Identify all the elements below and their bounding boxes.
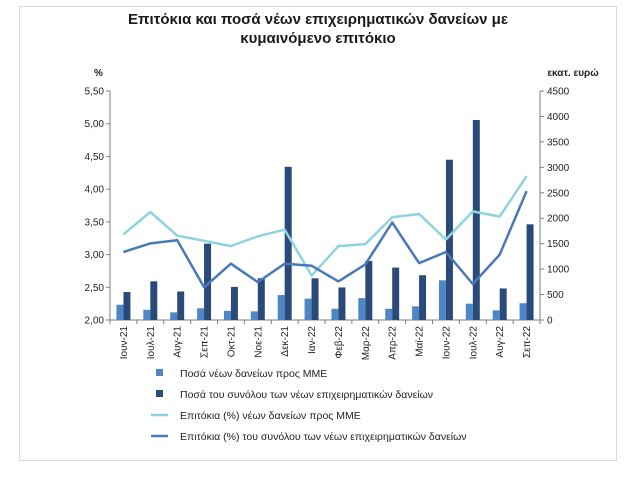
x-tick-label: Φεβ-22 (334, 326, 345, 359)
bar (499, 288, 507, 320)
bar (223, 310, 231, 320)
y-right-tick-label: 3000 (547, 163, 570, 174)
chart-title-line1: Επιτόκια και ποσά νέων επιχειρηματικών δ… (128, 11, 508, 28)
tick-labels: 2,00 2,50 3,00 3,50 4,00 4,50 5,00 5,50 0 500 1000… (85, 87, 570, 361)
y-left-tick-label: 4,50 (85, 152, 105, 163)
legend-swatch (156, 390, 163, 397)
bar (472, 120, 480, 320)
bar (116, 304, 124, 320)
bar (358, 298, 366, 320)
bar (170, 312, 178, 320)
legend-swatch (156, 369, 163, 376)
x-tick-label: Μαρ-22 (361, 326, 372, 361)
legend-entry: Ποσά νέων δανείων προς ΜΜΕ (180, 368, 327, 380)
bar (492, 310, 500, 320)
bar (412, 306, 420, 320)
x-tick-label: Σεπ-22 (522, 326, 533, 358)
y-left-tick-label: 5,00 (85, 119, 105, 130)
x-tick-label: Οκτ-21 (226, 326, 237, 358)
chart-title: Επιτόκια και ποσά νέων επιχειρηματικών δ… (0, 10, 636, 48)
y-right-tick-label: 4000 (547, 112, 570, 123)
y-left-tick-label: 2,00 (85, 316, 105, 327)
bar (445, 159, 453, 320)
bar (150, 281, 158, 320)
bar (385, 308, 393, 320)
x-tick-label: Ιουν-22 (441, 326, 452, 360)
bar (250, 311, 258, 320)
y-right-tick-label: 2500 (547, 188, 570, 199)
x-tick-label: Δεκ-21 (280, 326, 291, 357)
x-tick-label: Σεπ-21 (200, 326, 211, 358)
bar (338, 287, 346, 320)
legend-entry: Επιτόκια (%) νέων δανείων προς ΜΜΕ (180, 410, 361, 422)
y-right-unit-label: εκατ. ευρώ (547, 68, 599, 79)
bar (438, 280, 446, 320)
y-right-tick-label: 3500 (547, 137, 570, 148)
x-tick-label: Ιουν-21 (119, 326, 130, 360)
bar (257, 278, 265, 320)
y-left-tick-label: 5,50 (85, 87, 105, 98)
y-left-tick-label: 3,00 (85, 250, 105, 261)
bar (204, 243, 212, 320)
bars (116, 120, 534, 320)
legend-entry: Επιτόκια (%) του συνόλου των νέων επιχει… (180, 431, 467, 443)
bar (465, 303, 473, 320)
bar (277, 295, 285, 320)
x-tick-label: Νοε-21 (253, 326, 264, 358)
bar (123, 292, 131, 320)
series-line (122, 175, 528, 277)
y-left-tick-label: 4,00 (85, 185, 105, 196)
bar (519, 303, 527, 320)
y-right-tick-label: 4500 (547, 87, 570, 98)
bar (304, 298, 312, 320)
y-right-tick-label: 1500 (547, 239, 570, 250)
bar (311, 278, 319, 320)
bar (197, 308, 205, 320)
y-left-tick-label: 3,50 (85, 217, 105, 228)
series-line (123, 190, 528, 289)
bar (284, 166, 292, 320)
bar (177, 291, 185, 320)
legend: Ποσά νέων δανείων προς ΜΜΕ Ποσά του συνόλ… (151, 368, 467, 443)
y-left-unit-label: % (94, 68, 103, 79)
y-right-tick-label: 500 (547, 290, 564, 301)
y-right-tick-label: 1000 (547, 265, 570, 276)
bar (331, 308, 339, 320)
bar (230, 286, 238, 320)
chart-frame (19, 6, 617, 461)
x-tick-label: Ιουλ-22 (468, 326, 479, 360)
legend-entry: Ποσά του συνόλου των νέων επιχειρηματικώ… (180, 389, 433, 401)
bar (526, 224, 534, 320)
x-tick-label: Απρ-22 (388, 326, 399, 360)
x-tick-label: Μαϊ-22 (415, 326, 426, 357)
lines (122, 175, 528, 289)
y-right-tick-label: 2000 (547, 214, 570, 225)
x-tick-label: Αυγ-22 (495, 326, 506, 358)
x-tick-label: Ιουλ-21 (146, 326, 157, 360)
y-left-tick-label: 2,50 (85, 283, 105, 294)
bar (419, 275, 427, 320)
bar (392, 267, 400, 320)
x-tick-label: Αυγ-21 (173, 326, 184, 358)
chart-title-line2: κυμαινόμενο επιτόκιο (240, 30, 396, 47)
bar (365, 260, 373, 320)
x-tick-label: Ιαν-22 (307, 326, 318, 354)
bar (143, 309, 151, 320)
y-right-tick-label: 0 (547, 316, 553, 327)
